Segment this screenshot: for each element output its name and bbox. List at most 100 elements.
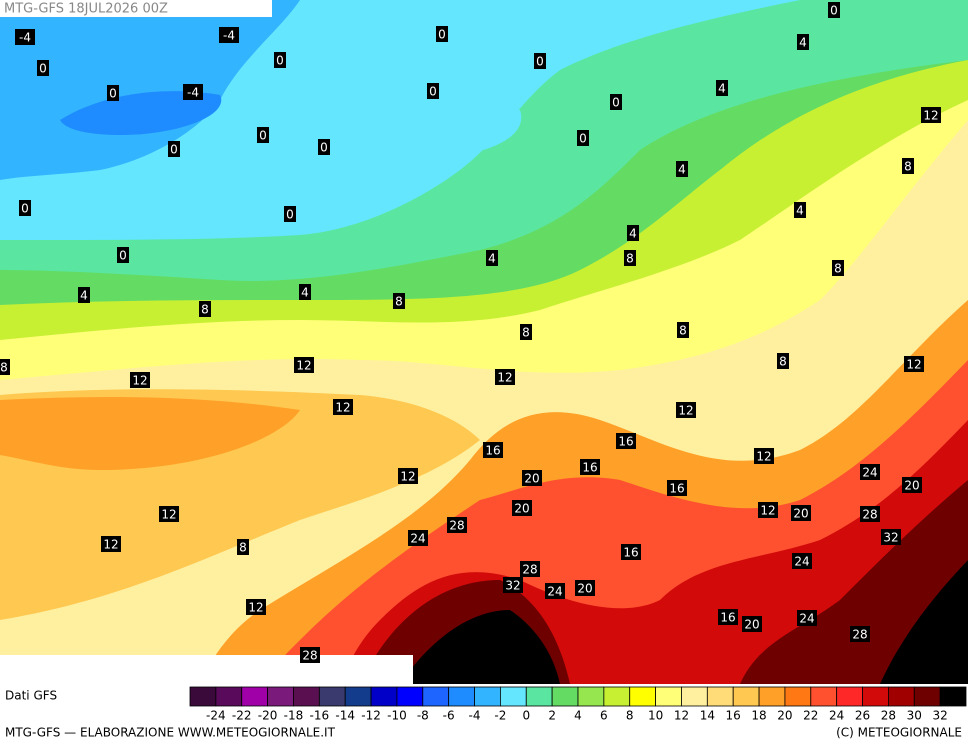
tick-label: 6 [600, 709, 608, 723]
label-box [758, 502, 778, 518]
label-box [850, 626, 870, 642]
label-box [398, 468, 418, 484]
label-box [486, 250, 498, 266]
label-box [168, 141, 180, 157]
label-box [881, 529, 901, 545]
tick-label: -18 [284, 709, 304, 723]
contour-label: 24 [799, 612, 814, 626]
color-swatch [422, 686, 450, 707]
tick-label: 22 [803, 709, 818, 723]
label-box [520, 324, 532, 340]
label-box [832, 260, 844, 276]
map-field [0, 0, 968, 684]
contour-label: 8 [679, 324, 687, 338]
tick-label: -20 [258, 709, 278, 723]
contour-label: 8 [0, 361, 8, 375]
label-box [107, 85, 119, 101]
color-swatch [758, 686, 786, 707]
label-box [299, 284, 311, 300]
contour-label: 0 [612, 96, 620, 110]
footer-left: MTG-GFS — ELABORAZIONE WWW.METEOGIORNALE… [5, 726, 336, 740]
tick-label: -4 [469, 709, 481, 723]
tick-label: -24 [206, 709, 226, 723]
color-swatch [370, 686, 398, 707]
label-box [237, 539, 249, 555]
contour-label: 8 [201, 303, 209, 317]
label-box [791, 505, 811, 521]
contour-label: 32 [883, 531, 898, 545]
label-box [37, 60, 49, 76]
contour-label: 4 [718, 82, 726, 96]
label-box [718, 609, 738, 625]
tick-label: 28 [881, 709, 896, 723]
contour-label: 16 [485, 444, 500, 458]
tick-label: 18 [751, 709, 766, 723]
contour-label: 28 [852, 628, 867, 642]
label-box [610, 94, 622, 110]
contour-label: 4 [80, 289, 88, 303]
label-box [183, 84, 203, 100]
label-box [495, 369, 515, 385]
tick-label: 20 [777, 709, 792, 723]
contour-label: 4 [678, 163, 686, 177]
tick-label: 4 [574, 709, 582, 723]
color-swatch [603, 686, 631, 707]
color-swatch [241, 686, 269, 707]
contour-label: 16 [582, 461, 597, 475]
color-swatch [810, 686, 838, 707]
contour-label: 4 [796, 204, 804, 218]
color-swatch [836, 686, 863, 707]
label-box [580, 459, 600, 475]
color-swatch [577, 686, 605, 707]
label-box [19, 200, 31, 216]
label-box [257, 127, 269, 143]
tick-label: -12 [361, 709, 381, 723]
color-swatch [189, 686, 217, 707]
label-box [677, 322, 689, 338]
contour-label: -4 [223, 29, 235, 43]
label-box [447, 517, 467, 533]
color-swatch [448, 686, 475, 707]
color-swatch [293, 686, 320, 707]
contour-label: 0 [579, 132, 587, 146]
contour-label: 12 [103, 538, 118, 552]
label-box [274, 52, 286, 68]
tick-label: 10 [648, 709, 663, 723]
contour-label: 12 [906, 358, 921, 372]
contour-label: 0 [438, 28, 446, 42]
contour-label: 16 [623, 546, 638, 560]
contour-labels: -4 -4 0 0 0 0 0 4 0 -4 0 4 0 12 0 0 0 0 8 4 0 0 4 4 0 4 8 8 4 4 8 8 8 8 8 1… [0, 2, 941, 663]
color-swatch [629, 686, 657, 707]
contour-label: 20 [793, 507, 808, 521]
contour-label: 28 [522, 563, 537, 577]
contour-label: 12 [335, 401, 350, 415]
tick-label: 16 [726, 709, 741, 723]
contour-label: 0 [830, 4, 838, 18]
color-swatch [655, 686, 682, 707]
header-box [0, 0, 272, 17]
contour-label: 0 [429, 85, 437, 99]
label-box [794, 202, 806, 218]
label-box [483, 442, 503, 458]
label-box [318, 139, 330, 155]
contour-label: 0 [536, 55, 544, 69]
contour-label: 8 [779, 355, 787, 369]
header-title: MTG-GFS 18JUL2026 00Z [4, 2, 168, 17]
tick-label: 12 [674, 709, 689, 723]
label-box [716, 80, 728, 96]
contour-label: 0 [259, 129, 267, 143]
contour-label: 8 [239, 541, 247, 555]
label-box [522, 470, 542, 486]
contour-label: -4 [187, 86, 199, 100]
color-swatch [267, 686, 294, 707]
contour-label: 8 [395, 295, 403, 309]
label-box [742, 616, 762, 632]
contour-label: 16 [618, 435, 633, 449]
tick-label: 30 [907, 709, 922, 723]
label-box [512, 500, 532, 516]
tick-label: -14 [335, 709, 355, 723]
color-swatch [215, 686, 243, 707]
contour-label: 4 [488, 252, 496, 266]
label-box [199, 301, 211, 317]
contour-label: 12 [756, 450, 771, 464]
